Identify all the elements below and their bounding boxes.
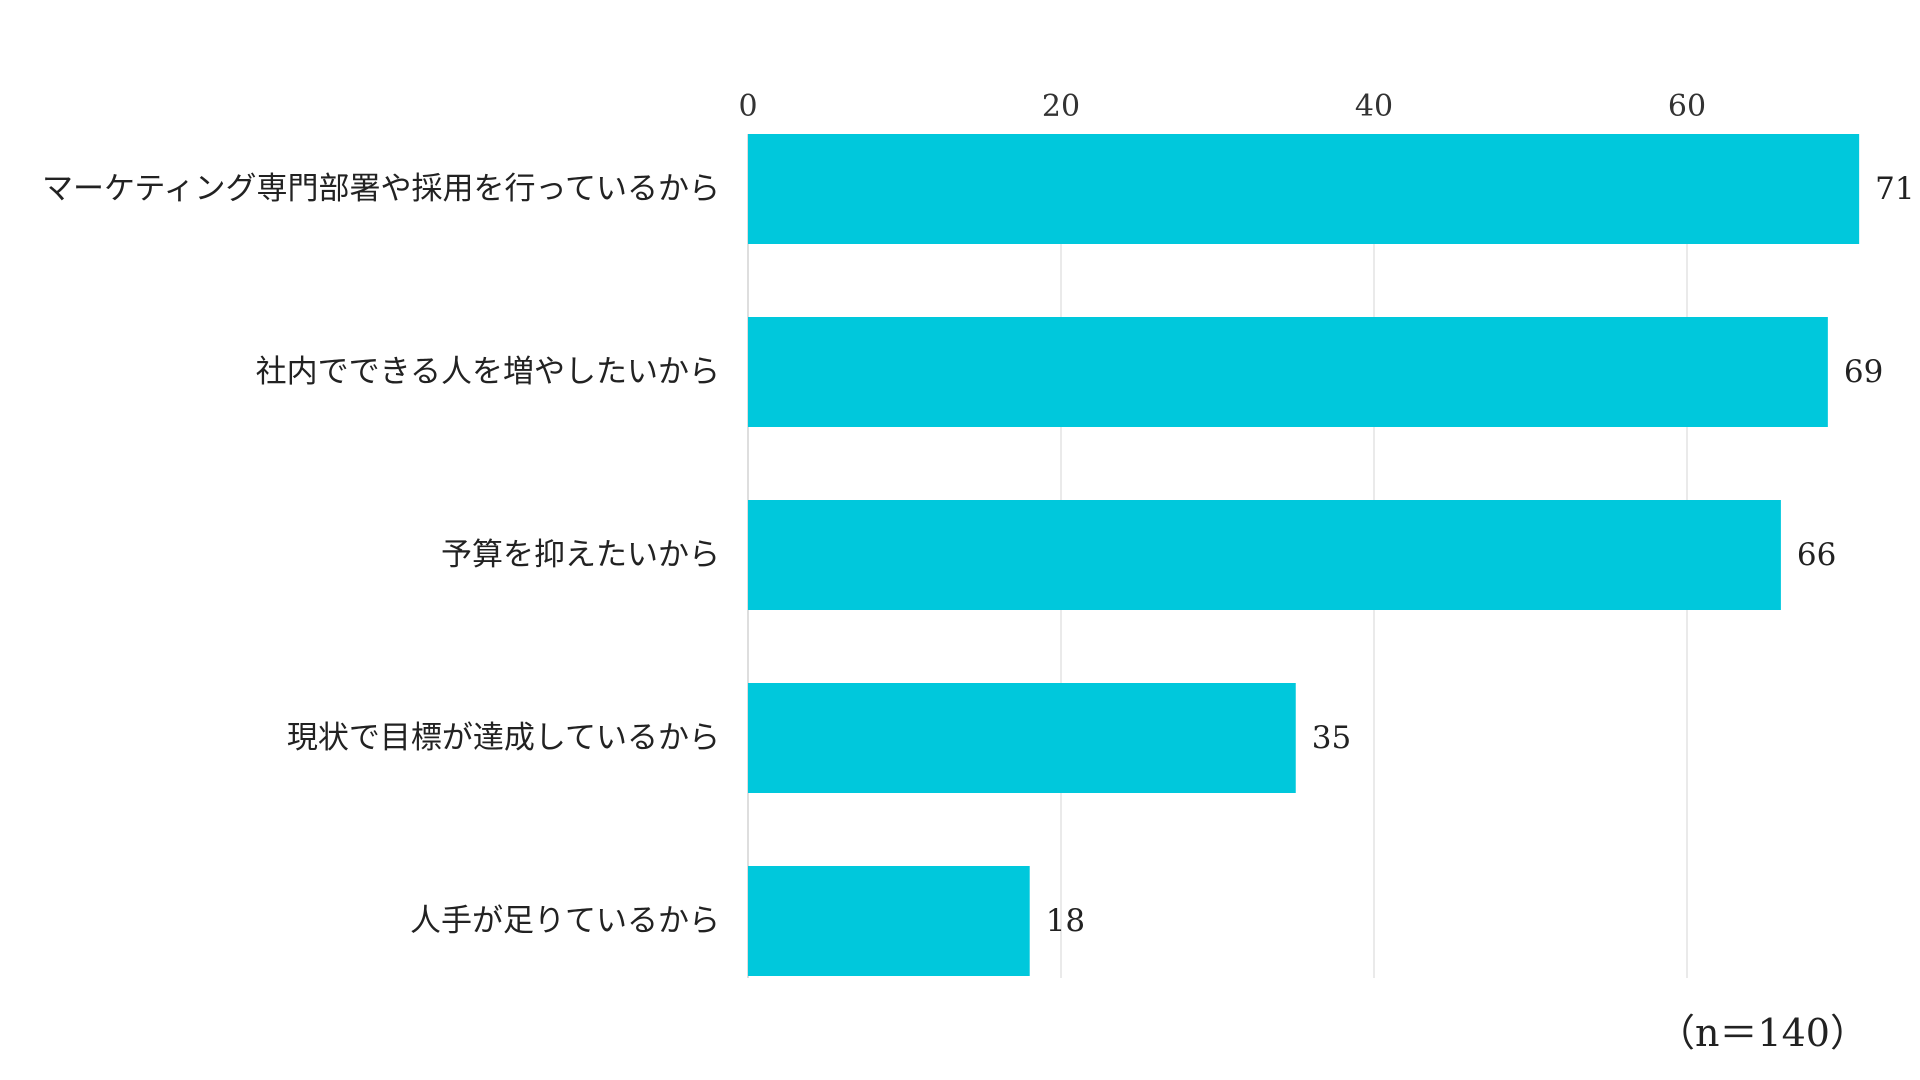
category-label: 予算を抑えたいから: [441, 537, 720, 573]
data-label: 69: [1844, 354, 1883, 390]
bar: [748, 317, 1828, 427]
x-tick-label: 20: [1042, 89, 1080, 124]
x-tick-label: 0: [738, 89, 757, 124]
category-label: 人手が足りているから: [410, 903, 720, 939]
category-label: 社内でできる人を増やしたいから: [256, 354, 720, 390]
data-label: 35: [1312, 720, 1351, 756]
data-label: 71: [1875, 171, 1914, 207]
bar: [748, 500, 1781, 610]
sample-size-note: （n＝140）: [1657, 1011, 1868, 1055]
data-label: 18: [1046, 903, 1085, 939]
data-label: 66: [1797, 537, 1836, 573]
x-tick-label: 40: [1355, 89, 1393, 124]
bar: [748, 683, 1296, 793]
bars: [748, 134, 1860, 976]
bar: [748, 866, 1030, 976]
bar: [748, 134, 1860, 244]
labels: 0 20 40 60 マーケティング専門部署や採用を行っているから 71 社内でできる人を増…: [42, 89, 1915, 939]
category-label: マーケティング専門部署や採用を行っているから: [42, 171, 720, 207]
category-label: 現状で目標が達成しているから: [287, 720, 720, 756]
x-tick-label: 60: [1668, 89, 1706, 124]
